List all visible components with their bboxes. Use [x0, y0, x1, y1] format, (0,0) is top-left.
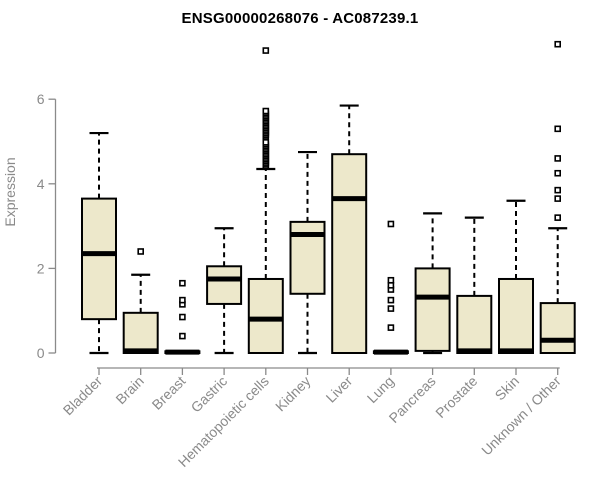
x-tick-label-bladder: Bladder: [60, 373, 106, 419]
outlier-unknown-other-1: [554, 195, 562, 202]
outlier-unknown-other-6: [554, 40, 562, 48]
box-hematopoietic-cells: [247, 277, 284, 355]
x-tick-label-skin: Skin: [492, 373, 523, 404]
outlier-lung-2: [387, 296, 395, 304]
box-liver: [331, 153, 368, 354]
outlier-hematopoietic-cells-30: [262, 107, 270, 115]
y-axis-title: Expression: [2, 157, 18, 227]
outlier-breast-1: [179, 313, 186, 321]
outlier-unknown-other-4: [554, 155, 562, 162]
y-tick-label-0: 0: [37, 345, 45, 361]
outlier-unknown-other-0: [554, 214, 562, 221]
box-prostate: [456, 294, 493, 354]
outlier-lung-1: [387, 305, 395, 312]
x-tick-label-unknown-other: Unknown / Other: [478, 373, 564, 459]
chart-title: ENSG00000268076 - AC087239.1: [181, 10, 419, 27]
x-tick-label-brain: Brain: [112, 373, 146, 407]
y-tick-label-2: 2: [37, 260, 45, 276]
outlier-lung-6: [387, 220, 395, 228]
box-bladder: [81, 197, 117, 321]
x-tick-label-breast: Breast: [149, 373, 189, 413]
y-tick-label-4: 4: [37, 176, 45, 192]
outlier-breast-4: [179, 279, 186, 287]
x-tick-label-liver: Liver: [323, 373, 356, 406]
x-tick-label-kidney: Kidney: [272, 373, 314, 415]
outlier-lung-4: [387, 282, 395, 289]
box-skin: [498, 277, 534, 355]
outlier-brain-0: [137, 248, 144, 255]
x-tick-label-prostate: Prostate: [432, 373, 480, 421]
outlier-breast-0: [179, 332, 186, 340]
outlier-breast-3: [179, 296, 186, 304]
outlier-hematopoietic-cells-14: [262, 139, 270, 146]
outlier-unknown-other-2: [554, 186, 562, 194]
box-pancreas: [414, 267, 451, 352]
y-tick-label-6: 6: [37, 91, 45, 107]
box-brain: [122, 311, 159, 355]
outlier-lung-5: [387, 276, 395, 284]
outlier-hematopoietic-cells-31: [262, 47, 270, 54]
outlier-lung-0: [387, 324, 395, 331]
x-tick-label-lung: Lung: [364, 373, 397, 406]
outlier-unknown-other-5: [554, 125, 562, 133]
box-gastric: [206, 265, 243, 305]
outlier-unknown-other-3: [554, 169, 562, 177]
box-unknown-other: [539, 302, 576, 354]
